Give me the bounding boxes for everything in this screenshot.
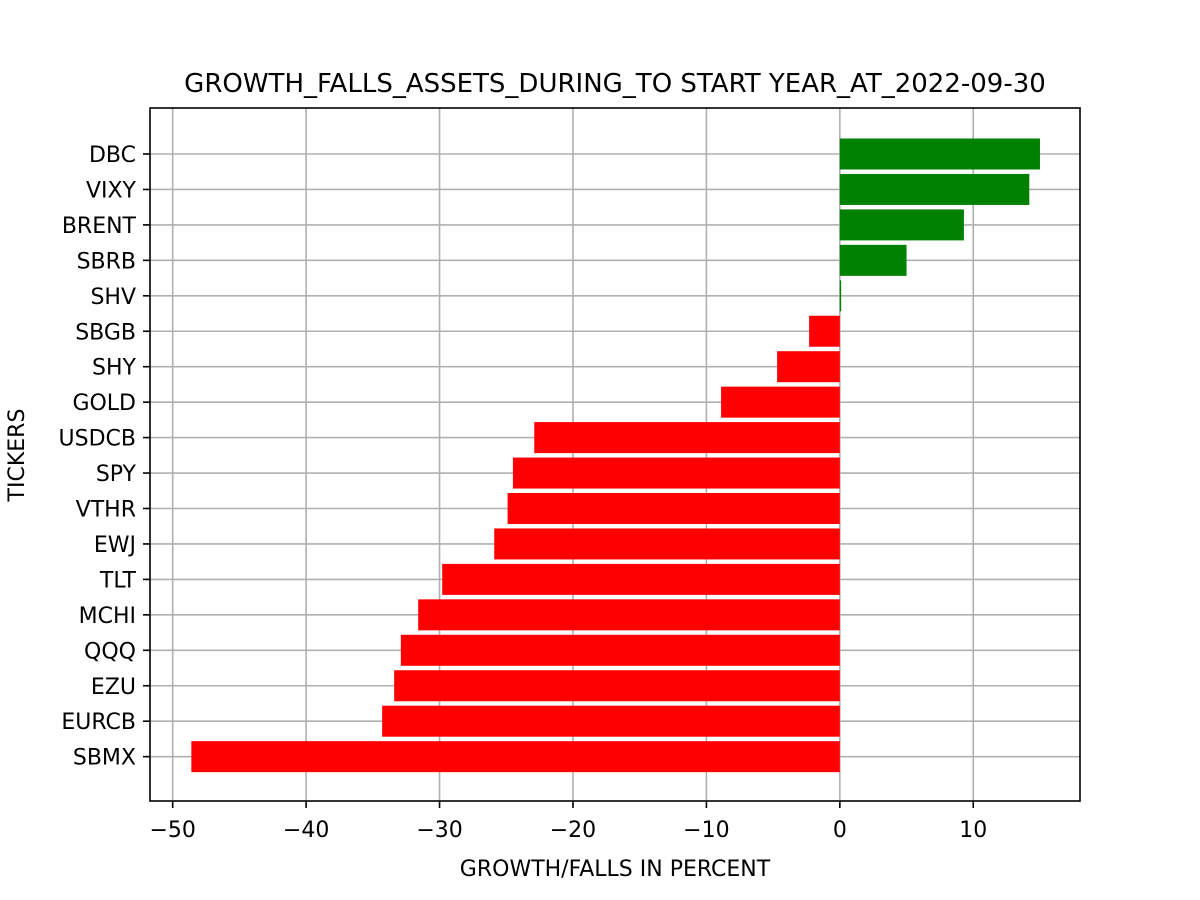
y-tick-label: EURCB (61, 710, 136, 735)
axis-ticks: −50 −40 −30 −20 −10 0 10 DBC VIXY BRENT SBRB SHV SBG… (59, 143, 988, 843)
bar-shv (839, 280, 842, 312)
y-tick-label: SBRB (77, 249, 136, 274)
bar-vixy (839, 173, 1030, 205)
bar-shy (777, 351, 840, 383)
bar-spy (512, 457, 840, 489)
bar-dbc (839, 138, 1040, 170)
bar-eurcb (382, 705, 840, 737)
y-axis-label: TICKERS (5, 409, 30, 503)
x-tick-label: −20 (550, 818, 596, 843)
y-tick-label: SHY (92, 356, 137, 381)
y-tick-label: QQQ (84, 639, 136, 664)
bar-sbmx (191, 741, 840, 773)
y-tick-label: DBC (89, 143, 136, 168)
x-tick-label: 10 (959, 818, 987, 843)
x-tick-label: −40 (283, 818, 329, 843)
y-tick-label: SBGB (75, 320, 136, 345)
x-axis-label: GROWTH/FALLS IN PERCENT (460, 857, 771, 882)
bar-mchi (418, 599, 840, 631)
x-tick-label: −30 (416, 818, 462, 843)
y-tick-label: USDCB (59, 427, 136, 452)
y-tick-label: SHV (90, 285, 136, 310)
chart-title: GROWTH_FALLS_ASSETS_DURING_TO START YEAR… (184, 69, 1046, 99)
y-tick-label: TLT (99, 568, 137, 593)
x-tick-label: −50 (149, 818, 195, 843)
bar-sbrb (839, 244, 907, 276)
y-tick-label: GOLD (72, 391, 136, 416)
bar-vthr (507, 493, 840, 524)
y-tick-label: MCHI (79, 604, 136, 629)
x-tick-label: 0 (833, 818, 847, 843)
bar-ewj (494, 528, 840, 560)
bar-qqq (400, 634, 840, 666)
x-tick-label: −10 (683, 818, 729, 843)
y-tick-label: VTHR (76, 498, 136, 523)
y-tick-label: BRENT (62, 214, 137, 239)
bar-tlt (442, 563, 840, 595)
bars (191, 138, 1040, 773)
y-tick-label: SPY (96, 462, 137, 487)
bar-usdcb (534, 422, 840, 454)
bar-gold (721, 386, 840, 418)
bar-sbgb (809, 315, 840, 347)
y-tick-label: EZU (91, 675, 136, 700)
bar-ezu (394, 670, 840, 702)
bar-brent (839, 209, 964, 241)
plot-frame (149, 107, 1081, 802)
y-tick-label: SBMX (73, 746, 136, 771)
y-tick-label: VIXY (86, 178, 137, 203)
y-tick-label: EWJ (94, 533, 136, 558)
